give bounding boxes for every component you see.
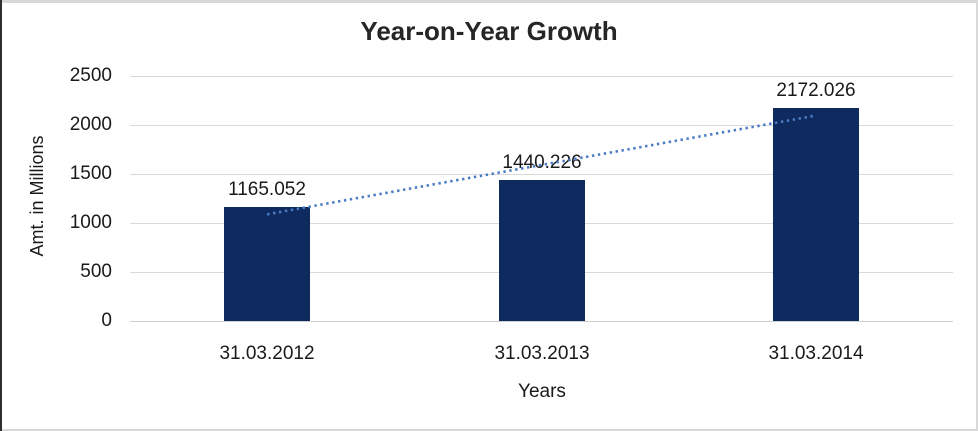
y-tick-label: 1000	[69, 212, 112, 233]
y-tick-label: 2500	[69, 65, 112, 86]
bar	[499, 180, 585, 321]
x-tick-label: 31.03.2013	[494, 343, 590, 364]
y-tick-label: 1500	[69, 163, 112, 184]
y-axis-title: Amt. in Millions	[27, 135, 47, 257]
bar-value-label: 2172.026	[776, 80, 856, 101]
bar-value-label: 1440.226	[502, 152, 582, 173]
frame-border-left	[0, 0, 2, 431]
x-axis-line	[130, 321, 953, 322]
bar	[224, 207, 310, 321]
x-tick-label: 31.03.2012	[219, 343, 315, 364]
gridline	[130, 76, 953, 77]
frame-border-right	[976, 0, 978, 431]
bar	[773, 108, 859, 321]
bar-value-label: 1165.052	[228, 179, 306, 200]
y-tick-label: 500	[80, 261, 112, 282]
y-tick-label: 2000	[69, 114, 112, 135]
x-axis-title: Years	[518, 381, 566, 402]
x-tick-label: 31.03.2014	[768, 343, 864, 364]
y-tick-label: 0	[101, 310, 112, 331]
frame-border-top	[0, 0, 978, 3]
frame-border-bottom	[0, 429, 978, 431]
chart-title: Year-on-Year Growth	[360, 16, 618, 46]
